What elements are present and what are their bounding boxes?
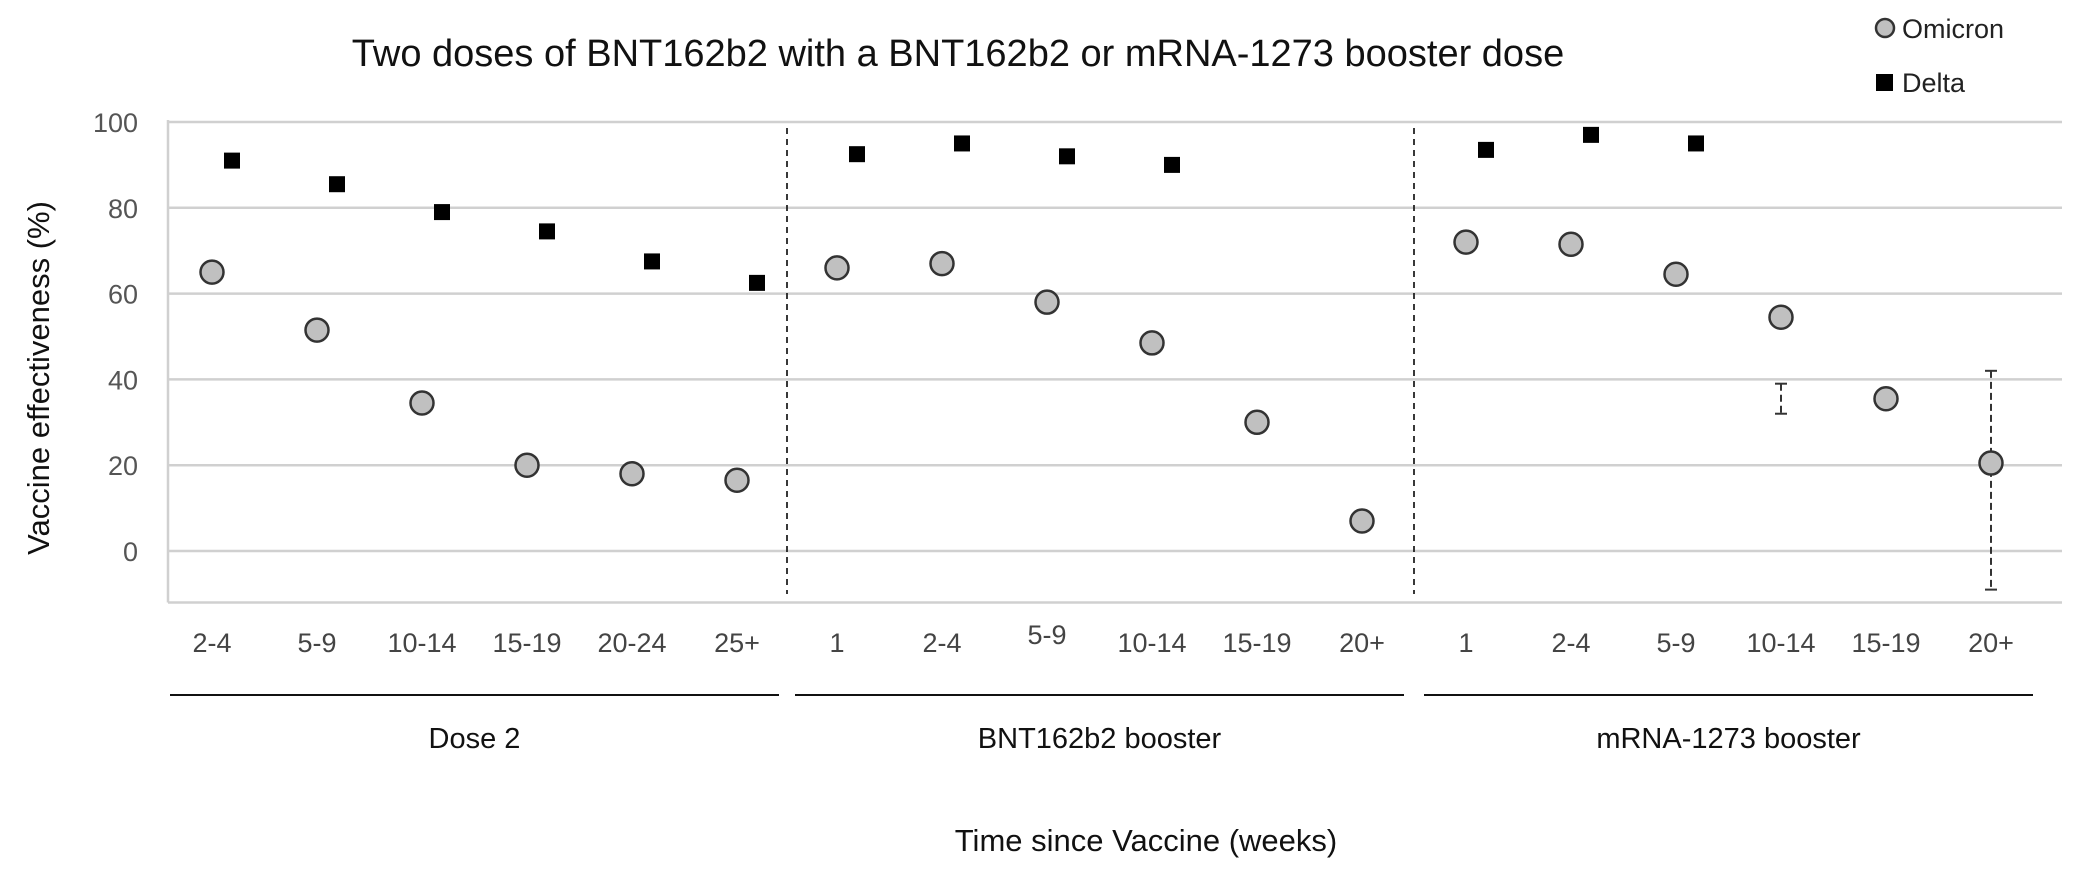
legend-omicron-marker: [1874, 17, 1896, 39]
omicron-point: [1978, 450, 2004, 476]
omicron-point: [1453, 229, 1479, 255]
x-tick-label: 10-14: [387, 628, 456, 658]
legend: Omicron Delta: [1874, 14, 2004, 98]
x-tick-label: 20-24: [597, 628, 666, 658]
x-tick-label: 2-4: [192, 628, 231, 658]
delta-point: [1688, 135, 1704, 152]
y-tick-label: 0: [123, 537, 138, 567]
x-tick-label: 10-14: [1117, 628, 1186, 658]
delta-point: [749, 274, 765, 291]
x-tick-label: 10-14: [1746, 628, 1815, 658]
delta-point: [539, 223, 555, 240]
x-tick-label: 2-4: [922, 628, 961, 658]
omicron-point: [929, 250, 955, 277]
omicron-point: [1349, 508, 1375, 534]
omicron-point: [199, 259, 225, 285]
group-label: mRNA-1273 booster: [1596, 723, 1861, 755]
x-tick-label: 15-19: [1851, 628, 1920, 658]
omicron-point: [724, 467, 750, 493]
omicron-point: [1244, 409, 1270, 436]
x-tick-label: 1: [1458, 628, 1473, 658]
y-tick-label: 20: [108, 451, 138, 481]
delta-point: [329, 176, 345, 193]
x-tick-label: 5-9: [297, 628, 336, 658]
delta-point: [434, 204, 450, 221]
delta-point: [1583, 126, 1599, 143]
omicron-point: [409, 390, 435, 416]
x-tick-label: 1: [829, 628, 844, 658]
x-tick-label: 15-19: [492, 628, 561, 658]
x-tick-label: 5-9: [1027, 620, 1066, 650]
x-tick-label: 5-9: [1656, 628, 1695, 658]
y-axis-title: Vaccine effectiveness (%): [21, 201, 56, 555]
x-tick-label: 2-4: [1551, 628, 1590, 658]
y-tick-label: 100: [93, 108, 138, 138]
legend-omicron-label: Omicron: [1902, 14, 2004, 44]
y-tick-label: 60: [108, 280, 138, 310]
gridlines: [166, 120, 2062, 604]
delta-point: [849, 146, 865, 163]
group-label: Dose 2: [429, 723, 521, 755]
delta-point: [1164, 156, 1180, 173]
y-tick-label: 80: [108, 194, 138, 224]
omicron-point: [1873, 385, 1899, 412]
group-separators: [786, 128, 1415, 594]
axis-labels: 0 20 40 60 80 100 2-4 5-9 10-14 15-19 20-24 25+ Dose…: [93, 108, 2033, 755]
omicron-point: [1558, 231, 1584, 258]
omicron-point: [1663, 261, 1689, 288]
delta-point: [1059, 148, 1075, 165]
x-tick-label: 15-19: [1222, 628, 1291, 658]
x-tick-label: 20+: [1339, 628, 1385, 658]
error-bars: [1775, 369, 1997, 591]
delta-point: [224, 152, 240, 169]
omicron-point: [824, 255, 850, 281]
group-label: BNT162b2 booster: [978, 723, 1222, 755]
omicron-point: [1139, 330, 1165, 356]
x-axis-title: Time since Vaccine (weeks): [955, 823, 1337, 858]
chart-title: Two doses of BNT162b2 with a BNT162b2 or…: [352, 33, 1564, 75]
legend-delta-label: Delta: [1902, 68, 1966, 98]
x-tick-label: 20+: [1968, 628, 2014, 658]
omicron-point: [304, 317, 330, 343]
x-tick-label: 25+: [714, 628, 760, 658]
omicron-point: [619, 461, 645, 487]
delta-point: [644, 253, 660, 270]
data-points: [199, 126, 2004, 534]
legend-delta-marker: [1876, 74, 1893, 91]
omicron-point: [1034, 289, 1060, 315]
delta-point: [1478, 141, 1494, 158]
y-tick-label: 40: [108, 365, 138, 395]
delta-point: [954, 135, 970, 152]
omicron-point: [514, 452, 540, 478]
omicron-point: [1768, 304, 1794, 330]
